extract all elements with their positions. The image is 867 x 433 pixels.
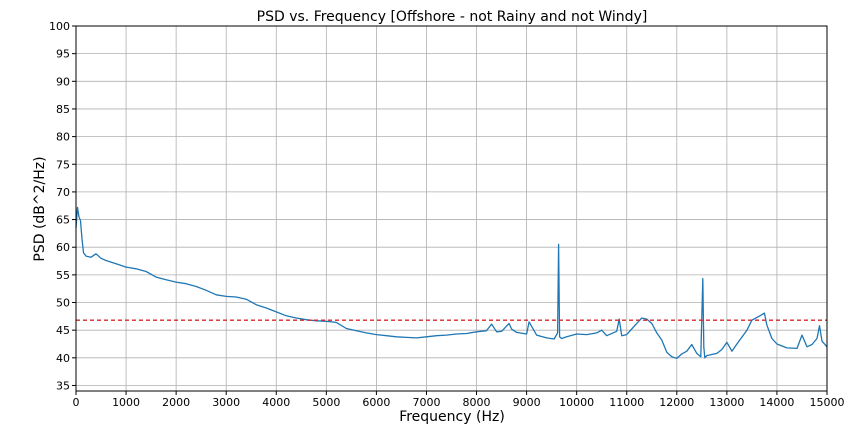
chart-title: PSD vs. Frequency [Offshore - not Rainy … [257, 9, 648, 25]
x-tick-label: 3000 [212, 396, 240, 409]
y-tick-label: 55 [56, 269, 70, 282]
x-tick-label: 4000 [262, 396, 290, 409]
x-tick-label: 0 [73, 396, 80, 409]
y-tick-label: 90 [56, 75, 70, 88]
x-axis-label: Frequency (Hz) [399, 409, 505, 425]
series-layer [75, 206, 828, 360]
y-tick-label: 75 [56, 158, 70, 171]
y-tick-label: 85 [56, 103, 70, 116]
y-axis-ticks: 35 40 45 50 55 60 65 70 75 80 85 90 95 100 [49, 20, 76, 392]
x-tick-label: 6000 [362, 396, 390, 409]
x-tick-label: 14000 [759, 396, 794, 409]
x-tick-label: 15000 [810, 396, 845, 409]
x-tick-label: 7000 [412, 396, 440, 409]
y-tick-label: 95 [56, 48, 70, 61]
y-tick-label: 65 [56, 214, 70, 227]
x-tick-label: 12000 [659, 396, 694, 409]
grid [75, 25, 828, 391]
y-tick-label: 45 [56, 324, 70, 337]
y-tick-label: 50 [56, 297, 70, 310]
x-axis-ticks: 0 1000 2000 3000 4000 5000 6000 7000 8000 9000 100… [73, 391, 845, 409]
x-tick-label: 1000 [112, 396, 140, 409]
y-tick-label: 70 [56, 186, 70, 199]
x-tick-label: 8000 [463, 396, 491, 409]
y-axis-label: PSD (dB^2/Hz) [32, 156, 48, 261]
x-tick-label: 5000 [312, 396, 340, 409]
plot-frame [75, 25, 828, 392]
y-tick-label: 80 [56, 131, 70, 144]
y-tick-label: 100 [49, 20, 70, 33]
series-line [75, 206, 828, 360]
y-tick-label: 40 [56, 352, 70, 365]
x-tick-label: 2000 [162, 396, 190, 409]
x-tick-label: 9000 [513, 396, 541, 409]
x-tick-label: 10000 [559, 396, 594, 409]
y-tick-label: 35 [56, 379, 70, 392]
x-tick-label: 13000 [709, 396, 744, 409]
x-tick-label: 11000 [609, 396, 644, 409]
y-tick-label: 60 [56, 241, 70, 254]
